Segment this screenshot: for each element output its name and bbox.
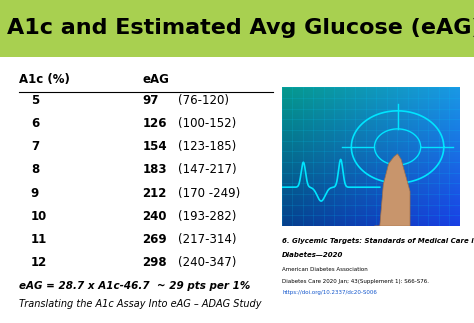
Text: (170 -249): (170 -249) [178, 187, 240, 200]
Text: (240-347): (240-347) [178, 256, 236, 269]
Text: 97: 97 [142, 94, 159, 107]
Text: A1c (%): A1c (%) [19, 73, 70, 86]
Text: 126: 126 [142, 117, 167, 130]
Text: 6. Glycemic Targets: Standards of Medical Care in: 6. Glycemic Targets: Standards of Medica… [282, 238, 474, 244]
Text: Translating the A1c Assay Into eAG – ADAG Study: Translating the A1c Assay Into eAG – ADA… [19, 299, 262, 308]
Text: 212: 212 [142, 187, 166, 200]
Text: 269: 269 [142, 233, 167, 246]
Text: eAG = 28.7 x A1c-46.7  ~ 29 pts per 1%: eAG = 28.7 x A1c-46.7 ~ 29 pts per 1% [19, 281, 250, 291]
Text: 183: 183 [142, 163, 167, 176]
Text: (193-282): (193-282) [178, 210, 236, 223]
Text: 11: 11 [31, 233, 47, 246]
Text: 9: 9 [31, 187, 39, 200]
Text: Diabetes—2020: Diabetes—2020 [282, 252, 343, 258]
Text: (217-314): (217-314) [178, 233, 236, 246]
Text: A1c and Estimated Avg Glucose (eAG): A1c and Estimated Avg Glucose (eAG) [7, 18, 474, 38]
Text: 6: 6 [31, 117, 39, 130]
Text: 12: 12 [31, 256, 47, 269]
Text: 5: 5 [31, 94, 39, 107]
Text: eAG: eAG [142, 73, 169, 86]
Text: https://doi.org/10.2337/dc20-S006: https://doi.org/10.2337/dc20-S006 [282, 290, 377, 296]
Text: (76-120): (76-120) [178, 94, 229, 107]
Text: 10: 10 [31, 210, 47, 223]
Text: 298: 298 [142, 256, 167, 269]
Text: (123-185): (123-185) [178, 140, 236, 153]
Text: American Diabetes Association: American Diabetes Association [282, 266, 368, 272]
Text: 240: 240 [142, 210, 167, 223]
Text: 8: 8 [31, 163, 39, 176]
Text: Diabetes Care 2020 Jan; 43(Supplement 1): S66-S76.: Diabetes Care 2020 Jan; 43(Supplement 1)… [282, 278, 429, 284]
Polygon shape [374, 154, 410, 226]
Text: (147-217): (147-217) [178, 163, 237, 176]
Text: 7: 7 [31, 140, 39, 153]
Text: 154: 154 [142, 140, 167, 153]
Text: (100-152): (100-152) [178, 117, 236, 130]
